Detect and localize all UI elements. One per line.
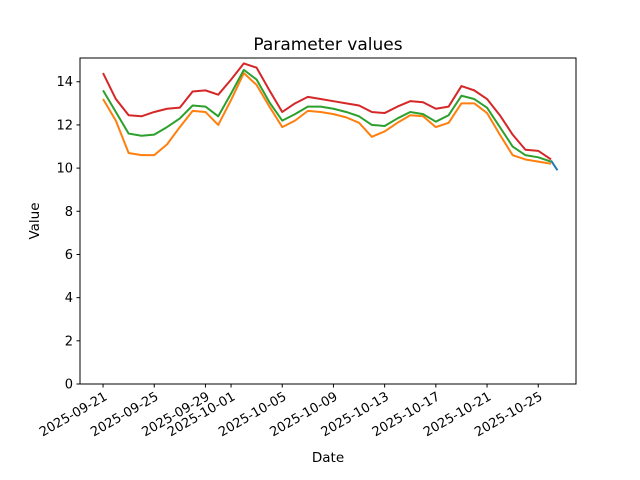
y-tick-label: 14 bbox=[56, 75, 73, 90]
plot-area: 024681012142025-09-212025-09-252025-09-2… bbox=[37, 57, 577, 440]
y-tick-label: 12 bbox=[56, 118, 73, 133]
y-tick-label: 10 bbox=[56, 162, 73, 177]
series-green-line bbox=[102, 68, 552, 163]
series-red-line bbox=[102, 62, 552, 161]
axes-frame bbox=[79, 57, 577, 385]
series-blue-tail-line bbox=[550, 159, 559, 171]
y-tick-label: 2 bbox=[65, 334, 73, 349]
chart-title: Parameter values bbox=[253, 35, 402, 55]
y-tick-label: 4 bbox=[65, 291, 73, 306]
y-tick-label: 8 bbox=[65, 205, 73, 220]
series-orange-line bbox=[102, 72, 552, 165]
y-axis-label: Value bbox=[27, 202, 43, 239]
y-tick-label: 6 bbox=[65, 248, 73, 263]
y-tick-label: 0 bbox=[65, 378, 73, 393]
x-axis-label: Date bbox=[312, 450, 344, 466]
